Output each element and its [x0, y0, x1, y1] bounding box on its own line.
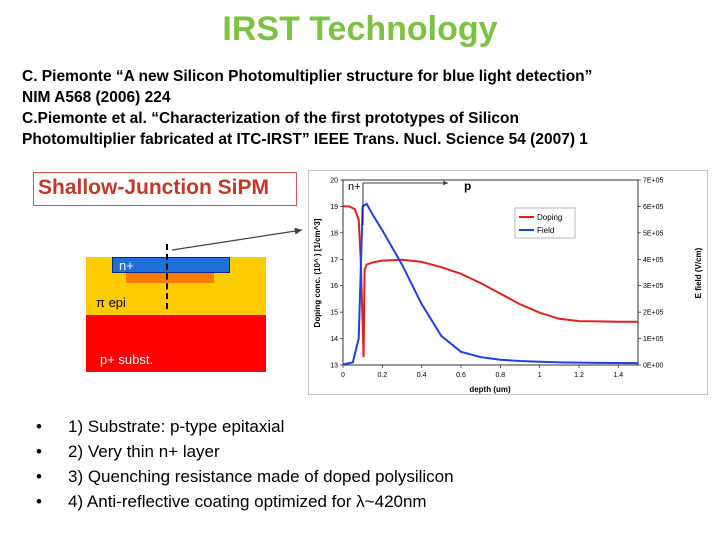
y2-tick-label: 5E+05 [643, 230, 664, 237]
bullet-marker: • [36, 492, 42, 511]
subst-label: p+ subst. [100, 352, 154, 367]
x-tick-label: 0.2 [377, 372, 387, 379]
x-axis-label: depth (um) [469, 385, 511, 394]
y2-tick-label: 2E+05 [643, 310, 664, 317]
region-label-p: p [464, 179, 471, 193]
y2-tick-label: 6E+05 [643, 204, 664, 211]
bullet-marker: • [36, 442, 42, 461]
y-tick-label: 14 [330, 336, 338, 343]
doping-field-chart: 0 0.2 0.4 0.6 0.8 1 1.2 1.4 13 14 15 16 17 18 19 20 0E… [308, 170, 708, 395]
y2-tick-label: 1E+05 [643, 336, 664, 343]
region-label-n: n+ [348, 181, 361, 193]
reference-line: C. Piemonte “A new Silicon Photomultipli… [22, 68, 593, 85]
legend-field-label: Field [537, 226, 554, 235]
y-tick-label: 19 [330, 204, 338, 211]
y-tick-label: 16 [330, 283, 338, 290]
y2-tick-label: 0E+00 [643, 363, 664, 370]
device-cross-section: n+ π epi p+ subst. [86, 244, 266, 372]
legend-doping-label: Doping [537, 213, 562, 222]
figure-label-box: Shallow-Junction SiPM [33, 172, 297, 206]
pointer-arrow [171, 227, 303, 251]
x-tick-label: 1.2 [574, 372, 584, 379]
y2-tick-label: 4E+05 [643, 257, 664, 264]
nplus-label: n+ [119, 258, 134, 273]
reference-line: C.Piemonte et al. “Characterization of t… [22, 110, 519, 127]
y2-tick-label: 7E+05 [643, 178, 664, 185]
bullet-text: 4) Anti-reflective coating optimized for… [68, 492, 427, 511]
y-tick-label: 17 [330, 257, 338, 264]
y-tick-label: 15 [330, 310, 338, 317]
y-tick-label: 20 [330, 178, 338, 185]
bullet-text: 3) Quenching resistance made of doped po… [68, 467, 454, 486]
y-tick-label: 18 [330, 230, 338, 237]
bullet-item: • 3) Quenching resistance made of doped p… [36, 464, 454, 489]
y2-axis-label: E field (V/cm) [694, 247, 703, 298]
bullet-text: 2) Very thin n+ layer [68, 442, 220, 461]
x-tick-label: 1.4 [613, 372, 623, 379]
epi-label: π epi [96, 295, 126, 310]
nplus-layer [112, 257, 230, 273]
bullet-item: • 4) Anti-reflective coating optimized fo… [36, 489, 454, 514]
slide-title: IRST Technology [222, 10, 498, 48]
x-tick-label: 0.6 [456, 372, 466, 379]
x-tick-label: 0 [341, 372, 345, 379]
figure-label: Shallow-Junction SiPM [38, 176, 270, 199]
cut-line [166, 244, 168, 309]
bullet-item: • 2) Very thin n+ layer [36, 439, 454, 464]
legend: Doping Field [514, 207, 576, 239]
bullet-text: 1) Substrate: p-type epitaxial [68, 417, 285, 436]
reference-line: NIM A568 (2006) 224 [22, 89, 171, 106]
bullet-marker: • [36, 467, 42, 486]
substrate-layer [86, 315, 266, 372]
legend-box [514, 207, 576, 239]
y2-tick-label: 3E+05 [643, 283, 664, 290]
bullet-marker: • [36, 417, 42, 436]
reference-line: Photomultiplier fabricated at ITC-IRST” … [22, 131, 588, 148]
plot-area [342, 179, 639, 366]
bullet-item: • 1) Substrate: p-type epitaxial [36, 414, 454, 439]
bullet-list: • 1) Substrate: p-type epitaxial • 2) Very… [36, 414, 454, 514]
y-axis-label: Doping conc. (10^ ) [1/cm^3] [313, 218, 322, 327]
x-tick-label: 0.4 [417, 372, 427, 379]
junction-layer [126, 273, 214, 283]
x-tick-label: 0.8 [495, 372, 505, 379]
y-tick-label: 13 [330, 363, 338, 370]
x-tick-label: 1 [538, 372, 542, 379]
references: C. Piemonte “A new Silicon Photomultipli… [22, 66, 712, 150]
